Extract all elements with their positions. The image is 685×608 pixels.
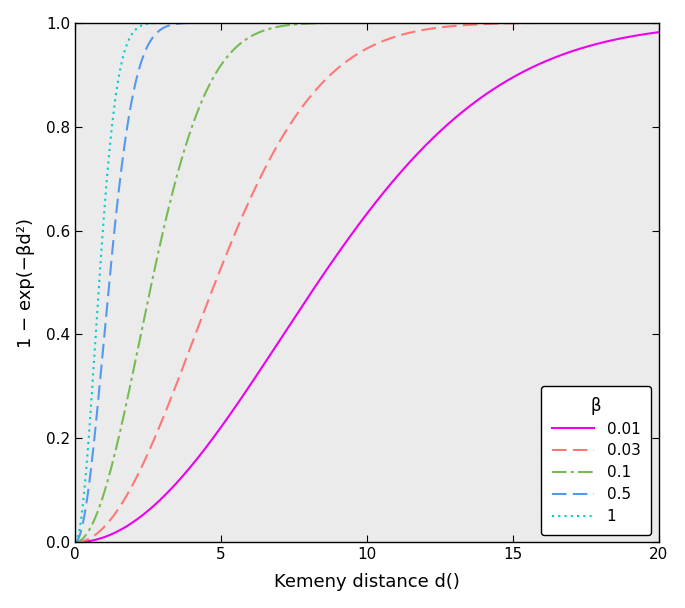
X-axis label: Kemeny distance d(): Kemeny distance d() [274,573,460,592]
Y-axis label: 1 − exp(−βd²): 1 − exp(−βd²) [16,218,35,348]
Legend: 0.01, 0.03, 0.1, 0.5, 1: 0.01, 0.03, 0.1, 0.5, 1 [540,386,651,534]
